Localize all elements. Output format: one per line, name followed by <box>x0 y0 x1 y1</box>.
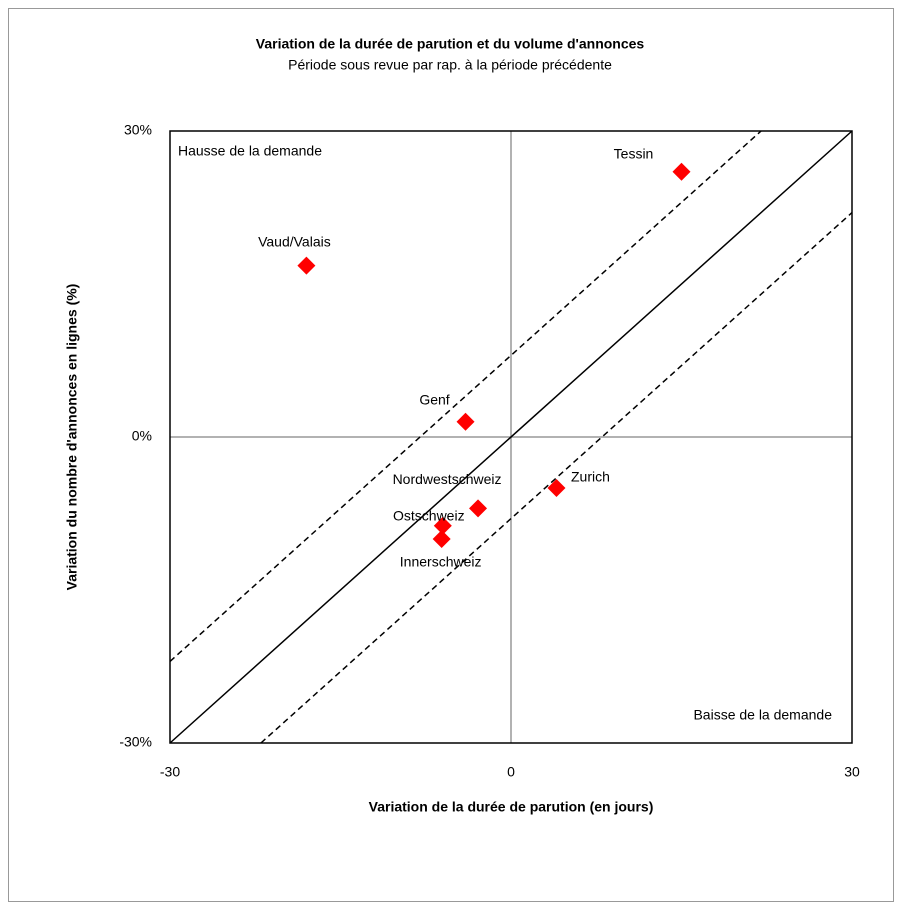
frame <box>8 8 894 902</box>
point-label: Vaud/Valais <box>258 233 331 249</box>
point <box>469 499 488 518</box>
point-label: Innerschweiz <box>400 554 482 570</box>
point-label: Genf <box>419 391 449 407</box>
point <box>297 256 316 275</box>
point-label: Nordwestschweiz <box>393 471 502 487</box>
chart-title: Variation de la durée de parution et du … <box>256 36 645 52</box>
reference-line <box>169 130 853 744</box>
y-tick-label: 0% <box>132 428 152 444</box>
x-axis-label: Variation de la durée de parution (en jo… <box>369 799 654 815</box>
y-tick-label: 30% <box>124 122 152 138</box>
point <box>432 530 451 548</box>
point-label: Tessin <box>614 146 654 162</box>
annotation: Hausse de la demande <box>178 143 322 159</box>
chart-subtitle: Période sous revue par rap. à la période… <box>288 57 612 73</box>
point-label: Ostschweiz <box>393 507 465 523</box>
plot-frame <box>169 130 853 744</box>
point <box>433 516 452 535</box>
x-tick-label: 0 <box>507 764 515 780</box>
y-axis-label: Variation du nombre d'annonces en lignes… <box>64 284 80 591</box>
point-label: Zurich <box>571 469 610 485</box>
point <box>456 412 475 431</box>
annotation: Baisse de la demande <box>693 707 832 723</box>
point <box>547 479 566 497</box>
x-tick-label: 30 <box>844 764 860 780</box>
y-tick-label: -30% <box>119 734 152 750</box>
point <box>672 162 691 181</box>
reference-line <box>169 130 762 662</box>
reference-line <box>260 212 853 744</box>
x-tick-label: -30 <box>160 764 180 780</box>
